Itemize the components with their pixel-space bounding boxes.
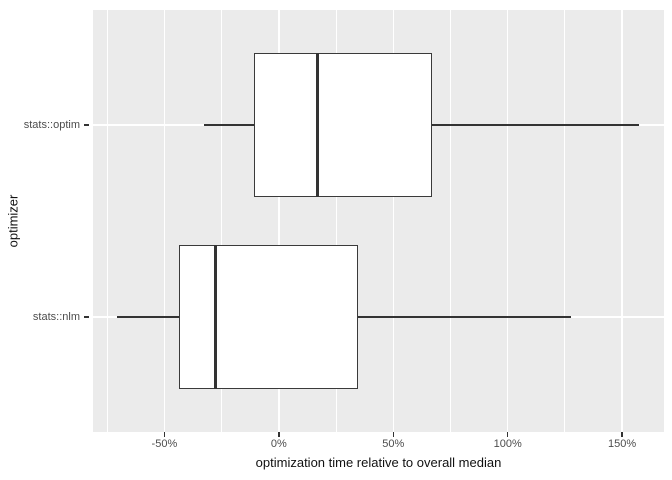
box-optim [254,53,433,198]
x-tick-mark [506,432,509,437]
minor-gridline [564,10,566,432]
major-gridline [163,10,166,432]
box-nlm [179,244,358,389]
y-tick-mark [84,124,89,126]
minor-gridline [221,10,223,432]
major-gridline [621,10,623,432]
x-tick-mark [163,432,166,437]
major-gridline [278,10,280,432]
x-tick-mark [278,432,280,437]
major-gridline [506,10,509,432]
minor-gridline [106,10,108,432]
x-tick-label: 100% [493,438,522,450]
major-gridline [392,10,394,432]
x-axis-title: optimization time relative to overall me… [255,455,502,470]
upper-whisker [357,315,571,318]
y-tick-label: stats::nlm [32,310,80,323]
plot-panel [93,10,664,432]
lower-whisker [204,124,255,127]
minor-gridline [335,10,337,432]
x-tick-label: -50% [151,438,178,450]
x-tick-mark [392,432,394,437]
median-line [315,53,319,198]
y-tick-label: stats::optim [23,119,80,132]
minor-gridline [449,10,451,432]
upper-whisker [432,124,640,127]
median-line [214,244,218,389]
x-tick-label: 150% [608,438,637,450]
y-tick-mark [84,316,89,318]
x-tick-label: 50% [382,438,405,450]
x-tick-mark [621,432,623,437]
x-tick-label: 0% [270,438,287,450]
y-axis-title: optimizer [5,194,21,248]
lower-whisker [117,315,180,318]
